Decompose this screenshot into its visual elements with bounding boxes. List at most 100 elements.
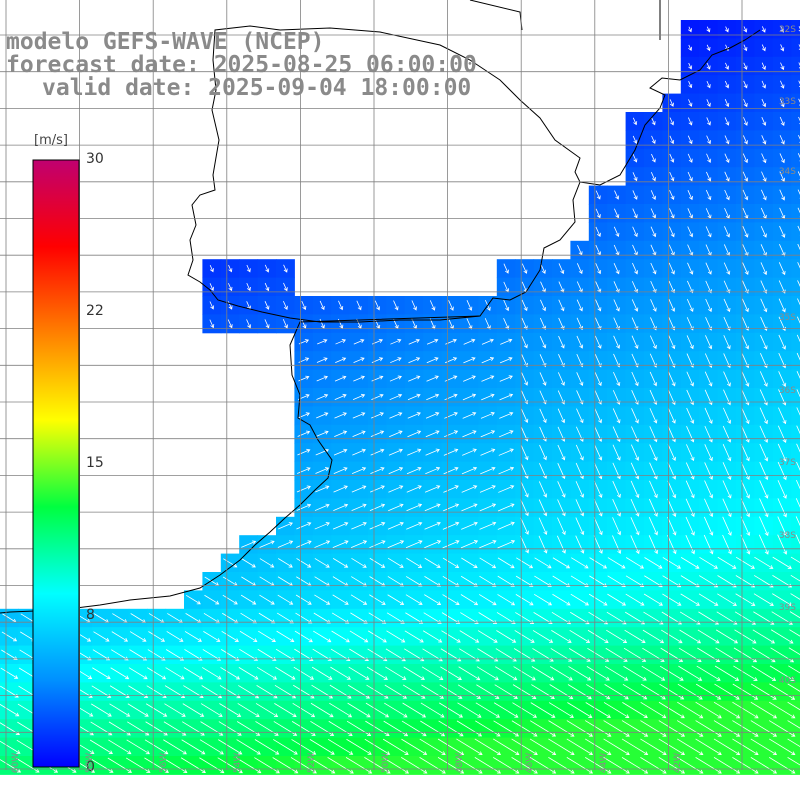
wind-arrow	[228, 283, 233, 292]
wind-arrow	[235, 757, 262, 774]
wind-arrow	[658, 701, 685, 719]
lat-label: 33S	[778, 97, 796, 107]
wind-arrow	[566, 720, 594, 737]
wind-arrow	[273, 739, 298, 755]
wind-arrow	[309, 739, 335, 755]
wind-cell	[791, 204, 800, 223]
wind-arrow	[695, 720, 722, 737]
wind-arrow	[621, 738, 649, 756]
wind-arrow	[759, 371, 768, 387]
wind-arrow	[550, 666, 573, 681]
wind-arrow	[603, 702, 630, 718]
wind-arrow	[503, 299, 510, 312]
wind-arrow	[759, 498, 769, 518]
wind-arrow	[539, 444, 547, 461]
wind-arrow	[273, 721, 298, 736]
wind-arrow	[780, 80, 785, 89]
wind-arrow	[401, 720, 427, 737]
wind-arrow	[406, 485, 422, 493]
wind-arrow	[761, 62, 766, 71]
wind-arrow	[110, 667, 130, 680]
wind-arrow	[704, 425, 713, 443]
wind-arrow	[724, 117, 730, 126]
wind-arrow	[779, 225, 786, 238]
wind-arrow	[603, 738, 630, 756]
wind-arrow	[632, 190, 638, 200]
wind-cell	[791, 627, 800, 647]
wind-arrow	[479, 539, 497, 549]
wind-arrow	[575, 517, 585, 536]
wind-arrow	[293, 666, 315, 680]
wind-arrow	[406, 466, 422, 475]
wind-arrow	[408, 338, 420, 345]
wind-arrow	[356, 300, 362, 311]
wind-arrow	[595, 190, 601, 200]
wind-arrow	[93, 631, 110, 642]
wind-arrow	[497, 557, 515, 569]
wind-arrow	[220, 649, 240, 661]
wind-arrow	[753, 593, 774, 606]
wind-cell	[791, 277, 800, 297]
wind-arrow	[181, 739, 206, 755]
wind-arrow	[686, 335, 694, 350]
wind-arrow	[369, 503, 386, 512]
wind-arrow	[521, 372, 529, 386]
wind-cell	[791, 259, 800, 279]
wind-arrow	[558, 335, 565, 349]
wind-arrow	[291, 739, 317, 755]
wind-arrow	[685, 462, 695, 480]
wind-arrow	[697, 647, 721, 663]
wind-arrow	[796, 371, 800, 379]
wind-arrow	[347, 702, 371, 718]
wind-arrow	[585, 757, 612, 774]
wind-arrow	[89, 739, 113, 755]
wind-cell	[791, 148, 800, 168]
wind-arrow	[795, 516, 800, 527]
wind-cell	[791, 369, 800, 389]
wind-arrow	[199, 757, 225, 774]
wind-arrow	[779, 171, 785, 182]
wind-arrow	[408, 375, 421, 382]
wind-arrow	[405, 540, 423, 549]
wind-arrow	[319, 300, 325, 311]
wind-cell	[791, 664, 800, 683]
wind-arrow	[750, 738, 778, 756]
wind-arrow	[669, 208, 675, 219]
wind-arrow	[332, 540, 349, 548]
wind-arrow	[0, 703, 20, 717]
wind-arrow	[246, 264, 251, 273]
wind-arrow	[425, 466, 441, 475]
wind-arrow	[494, 684, 518, 699]
wind-arrow	[162, 757, 188, 773]
wind-arrow	[461, 503, 478, 512]
wind-arrow	[797, 207, 800, 218]
wind-arrow	[457, 702, 482, 718]
wind-arrow	[667, 535, 677, 555]
wind-arrow	[696, 665, 721, 681]
wind-cell	[791, 608, 800, 628]
wind-arrow	[761, 117, 767, 126]
wind-arrow	[246, 282, 251, 292]
wind-arrow	[687, 190, 693, 201]
lat-label: 34S	[778, 167, 796, 177]
wind-arrow	[390, 357, 402, 364]
wind-arrow	[695, 683, 722, 700]
wind-arrow	[351, 503, 367, 512]
wind-arrow	[352, 393, 366, 400]
wind-arrow	[111, 649, 129, 661]
wind-arrow	[382, 738, 409, 755]
wind-arrow	[688, 62, 693, 70]
wind-arrow	[687, 171, 693, 182]
wind-arrow	[296, 558, 312, 568]
wind-arrow	[200, 703, 223, 717]
wind-arrow	[743, 80, 748, 89]
wind-arrow	[237, 703, 260, 717]
wind-arrow	[530, 702, 556, 718]
wind-arrow	[461, 521, 478, 530]
wind-arrow	[630, 444, 640, 461]
wind-arrow	[314, 522, 330, 530]
wind-arrow	[594, 335, 602, 349]
wind-arrow	[753, 575, 774, 588]
wind-arrow	[778, 262, 786, 276]
wind-arrow	[777, 534, 788, 555]
